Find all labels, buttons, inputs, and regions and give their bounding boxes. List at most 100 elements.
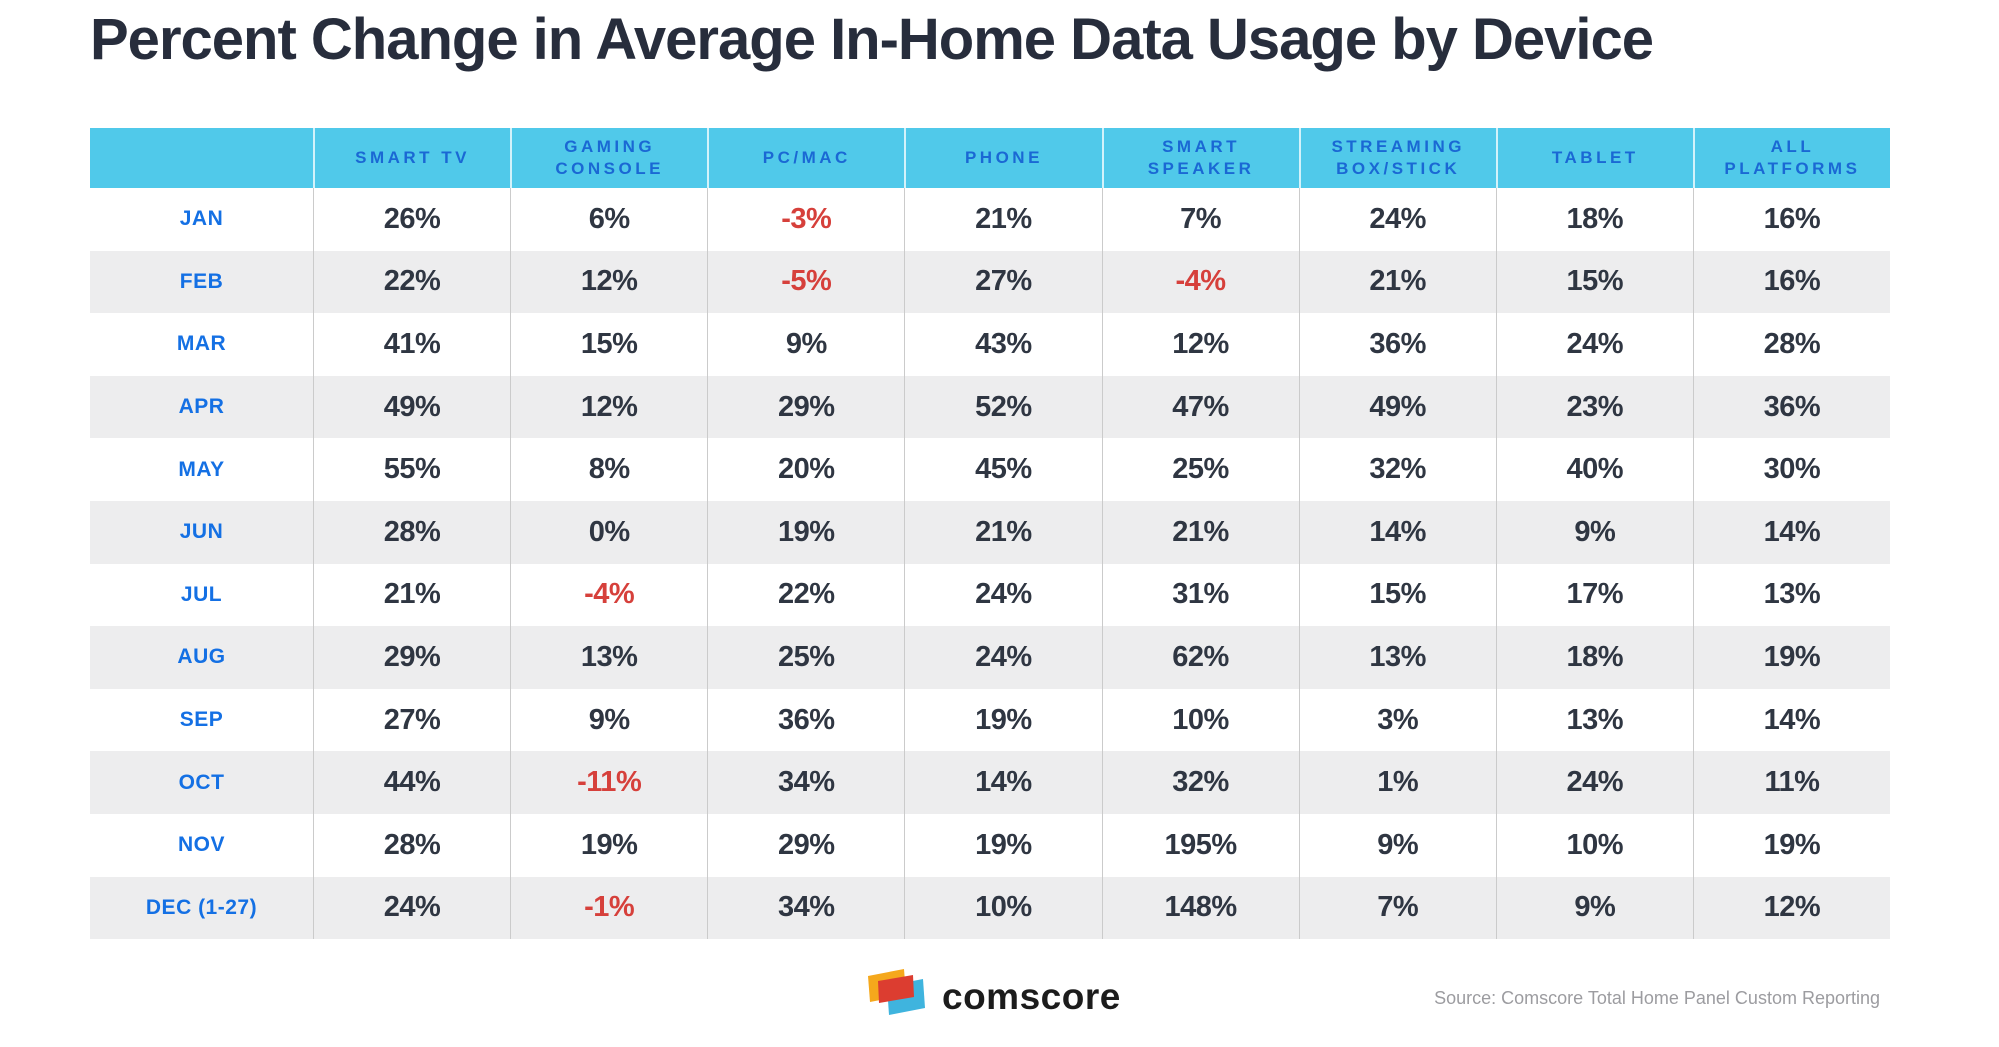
header-cell: ALL PLATFORMS xyxy=(1692,128,1890,188)
month-label: FEB xyxy=(179,269,224,293)
page-title: Percent Change in Average In-Home Data U… xyxy=(90,7,1654,72)
table-corner-cell xyxy=(90,128,313,188)
value-cell: 14% xyxy=(1298,500,1496,564)
value-cell: 8% xyxy=(510,438,707,501)
value-cell: 14% xyxy=(1692,688,1890,752)
value-cell: 47% xyxy=(1101,375,1299,439)
value-cell: 15% xyxy=(1495,250,1693,314)
value-cell: 7% xyxy=(1298,876,1496,940)
value-cell: 49% xyxy=(313,375,510,439)
value-cell: 19% xyxy=(904,813,1101,877)
value-cell: -5% xyxy=(707,250,904,314)
value-cell: 36% xyxy=(1298,313,1496,376)
value-cell: 21% xyxy=(1298,250,1496,314)
value-cell: 28% xyxy=(1692,313,1890,376)
value-cell: 9% xyxy=(707,313,904,376)
value-cell: 13% xyxy=(1298,626,1496,689)
value-cell: 22% xyxy=(313,250,510,314)
table-row: APR 49% 12% 29% 52% 47% 49% 23% 36% xyxy=(90,375,1890,439)
value-cell: 22% xyxy=(707,563,904,627)
value-cell: 55% xyxy=(313,438,510,501)
value-cell: 21% xyxy=(904,188,1101,251)
value-cell: 15% xyxy=(510,313,707,376)
value-cell: 23% xyxy=(1495,375,1693,439)
value-cell: 31% xyxy=(1101,563,1299,627)
value-cell: 25% xyxy=(1101,438,1299,501)
value-cell: 44% xyxy=(313,751,510,814)
table-row: FEB 22% 12% -5% 27% -4% 21% 15% 16% xyxy=(90,250,1890,314)
header-cell: STREAMING BOX/STICK xyxy=(1298,128,1496,188)
value-cell: 34% xyxy=(707,751,904,814)
value-cell: 7% xyxy=(1101,188,1299,251)
value-cell: 16% xyxy=(1692,250,1890,314)
value-cell: 32% xyxy=(1101,751,1299,814)
header-cell: SMART TV xyxy=(313,128,510,188)
value-cell: 13% xyxy=(510,626,707,689)
month-label: MAY xyxy=(178,457,225,481)
month-label: NOV xyxy=(177,833,225,857)
comscore-logo-icon xyxy=(866,964,926,1027)
value-cell: 21% xyxy=(313,563,510,627)
header-cell: PHONE xyxy=(904,128,1101,188)
table-row: NOV 28% 19% 29% 19% 195% 9% 10% 19% xyxy=(90,813,1890,877)
value-cell: 9% xyxy=(510,688,707,752)
month-label: MAR xyxy=(176,332,227,356)
value-cell: 195% xyxy=(1101,813,1299,877)
month-label: APR xyxy=(178,395,225,419)
value-cell: -4% xyxy=(1101,250,1299,314)
data-table: SMART TV GAMING CONSOLE PC/MAC PHONE SMART S… xyxy=(90,128,1890,940)
value-cell: 18% xyxy=(1495,188,1693,251)
table-body: JAN 26% 6% -3% 21% 7% 24% 18% 16% FEB 22% 12% -5% 27%… xyxy=(90,188,1890,940)
value-cell: 24% xyxy=(1495,751,1693,814)
value-cell: 14% xyxy=(904,751,1101,814)
value-cell: 52% xyxy=(904,375,1101,439)
value-cell: 12% xyxy=(1101,313,1299,376)
month-label: AUG xyxy=(177,645,226,669)
value-cell: -4% xyxy=(510,563,707,627)
value-cell: 10% xyxy=(1101,688,1299,752)
value-cell: 0% xyxy=(510,500,707,564)
value-cell: 12% xyxy=(510,375,707,439)
value-cell: 62% xyxy=(1101,626,1299,689)
value-cell: 19% xyxy=(707,500,904,564)
header-cell: SMART SPEAKER xyxy=(1101,128,1299,188)
value-cell: -11% xyxy=(510,751,707,814)
value-cell: 3% xyxy=(1298,688,1496,752)
value-cell: 24% xyxy=(904,563,1101,627)
month-label: JUL xyxy=(180,582,223,606)
value-cell: 29% xyxy=(707,813,904,877)
value-cell: 19% xyxy=(904,688,1101,752)
value-cell: 15% xyxy=(1298,563,1496,627)
value-cell: 25% xyxy=(707,626,904,689)
value-cell: 24% xyxy=(1495,313,1693,376)
header-cell: TABLET xyxy=(1495,128,1693,188)
table-row: JUL 21% -4% 22% 24% 31% 15% 17% 13% xyxy=(90,563,1890,627)
header-cell: PC/MAC xyxy=(707,128,904,188)
value-cell: 28% xyxy=(313,813,510,877)
month-label: JAN xyxy=(179,207,224,231)
value-cell: 21% xyxy=(904,500,1101,564)
table-row: OCT 44% -11% 34% 14% 32% 1% 24% 11% xyxy=(90,751,1890,814)
value-cell: 9% xyxy=(1495,500,1693,564)
value-cell: 18% xyxy=(1495,626,1693,689)
value-cell: 41% xyxy=(313,313,510,376)
value-cell: 10% xyxy=(904,876,1101,940)
value-cell: 24% xyxy=(1298,188,1496,251)
value-cell: 27% xyxy=(313,688,510,752)
value-cell: 36% xyxy=(1692,375,1890,439)
value-cell: 13% xyxy=(1692,563,1890,627)
value-cell: 24% xyxy=(313,876,510,940)
value-cell: 9% xyxy=(1495,876,1693,940)
source-attribution: Source: Comscore Total Home Panel Custom… xyxy=(1434,988,1880,1008)
value-cell: 9% xyxy=(1298,813,1496,877)
value-cell: 24% xyxy=(904,626,1101,689)
value-cell: 19% xyxy=(1692,813,1890,877)
value-cell: 10% xyxy=(1495,813,1693,877)
value-cell: 26% xyxy=(313,188,510,251)
value-cell: 45% xyxy=(904,438,1101,501)
value-cell: 19% xyxy=(1692,626,1890,689)
value-cell: 11% xyxy=(1692,751,1890,814)
value-cell: 20% xyxy=(707,438,904,501)
value-cell: 27% xyxy=(904,250,1101,314)
value-cell: 12% xyxy=(510,250,707,314)
